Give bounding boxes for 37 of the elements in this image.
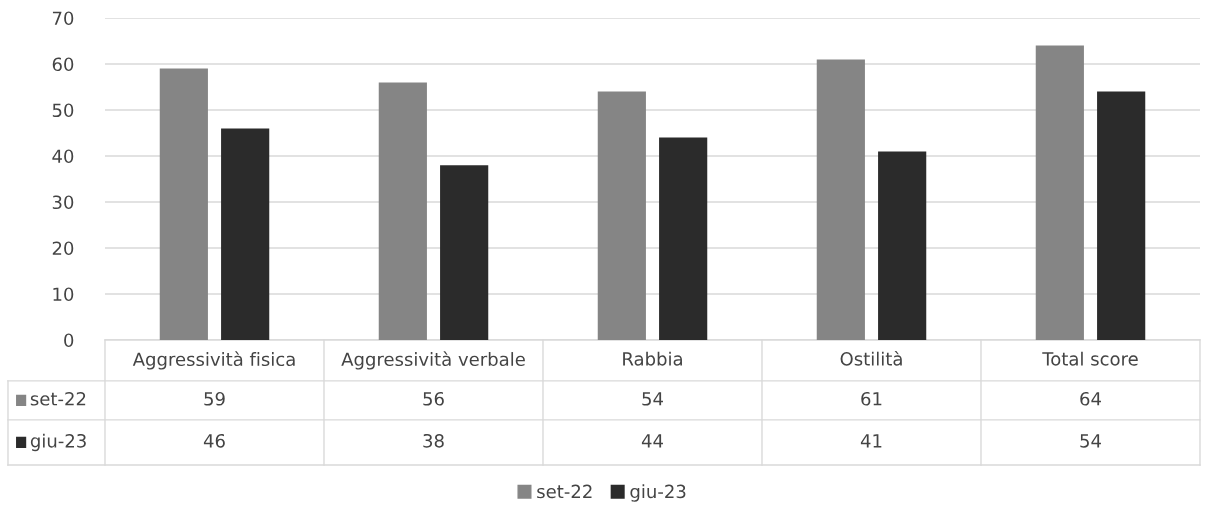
x-tick-label: Rabbia — [623, 351, 682, 366]
data-label: 41 — [860, 434, 882, 448]
y-tick-label: 40 — [52, 149, 74, 164]
legend-label: set-22 — [30, 391, 86, 406]
data-label: 56 — [423, 391, 444, 406]
bar — [221, 128, 270, 340]
y-tick-label: 50 — [52, 103, 74, 118]
bar — [378, 82, 427, 340]
x-tick-label: Ostilità — [840, 350, 902, 366]
x-tick-label: Total score — [1042, 351, 1138, 366]
text: set-22 — [537, 484, 592, 499]
text: giu-23 — [30, 433, 86, 452]
bar — [1097, 91, 1146, 340]
y-tick-label: 70 — [52, 11, 74, 26]
bar — [440, 165, 489, 340]
data-label: 38 — [423, 433, 444, 448]
x-tick-label: Aggressività verbale — [341, 351, 525, 370]
bar — [816, 59, 865, 340]
bar — [159, 68, 208, 340]
y-tick-label: 0 — [64, 333, 74, 348]
data-label: 59 — [204, 391, 225, 406]
x-tick-label: Aggressività fisica — [132, 351, 295, 370]
bar — [597, 91, 646, 340]
y-tick-label: 10 — [53, 287, 74, 302]
data-label: 61 — [861, 391, 882, 406]
y-tick-label: 20 — [52, 241, 74, 256]
bar — [659, 137, 708, 340]
data-label: 44 — [641, 434, 663, 448]
bar — [1035, 45, 1084, 340]
data-label: 54 — [1080, 434, 1101, 448]
bar — [878, 151, 927, 340]
data-label: 54 — [642, 392, 663, 406]
y-tick-label: 30 — [52, 195, 74, 210]
legend-label: giu-23 — [630, 484, 686, 502]
data-label: 46 — [203, 433, 225, 448]
data-label: 64 — [1080, 391, 1101, 406]
y-tick-label: 60 — [52, 57, 74, 72]
